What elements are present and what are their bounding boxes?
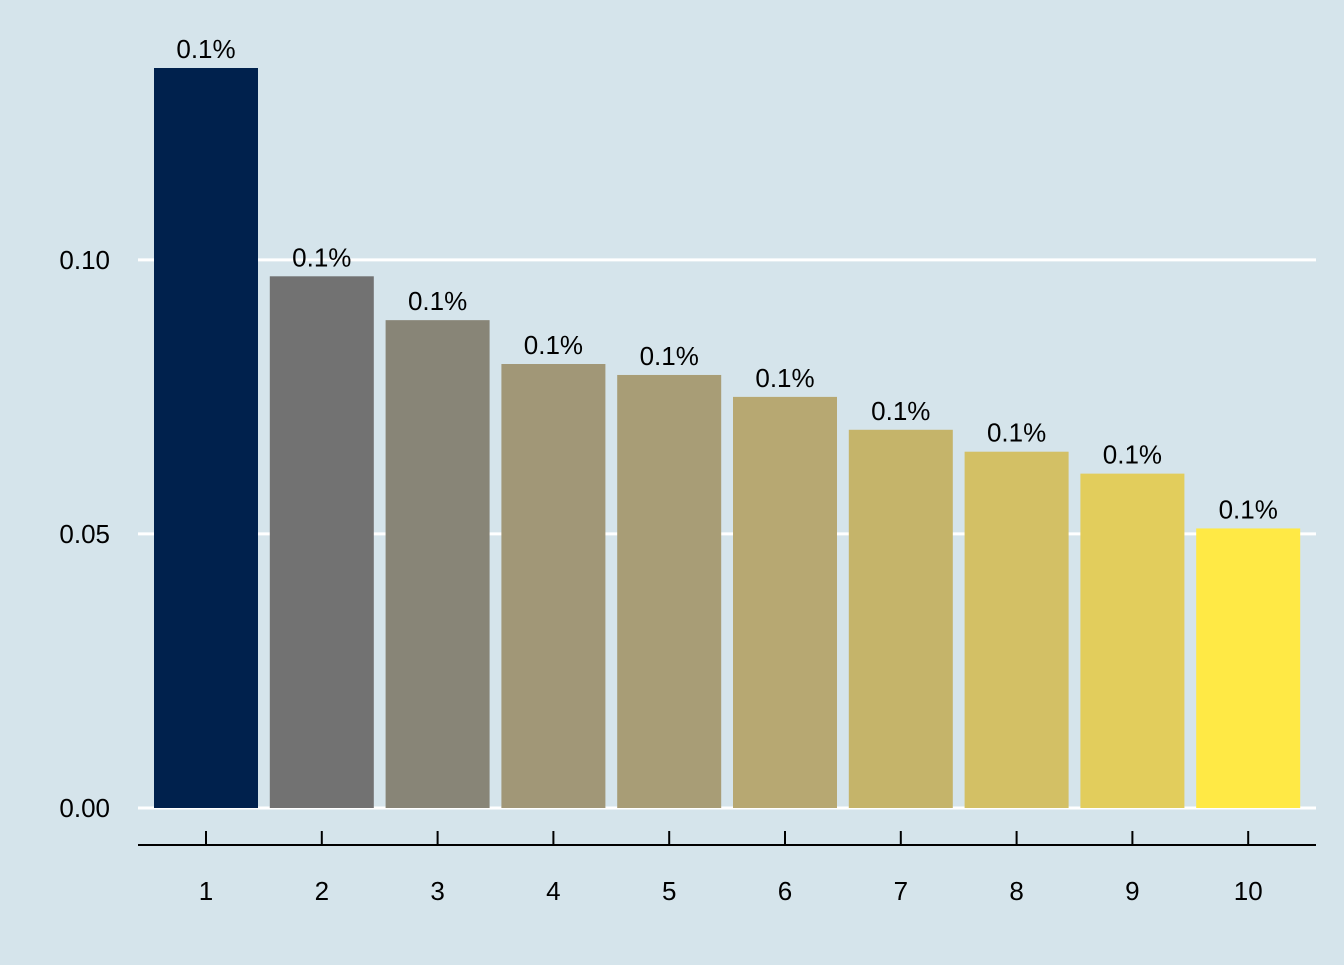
bar-value-label: 0.1% bbox=[408, 286, 467, 316]
bar-value-label: 0.1% bbox=[1219, 494, 1278, 524]
x-tick-label: 8 bbox=[1009, 876, 1023, 906]
bar bbox=[269, 276, 374, 809]
bars bbox=[154, 68, 1301, 809]
y-tick-label: 0.05 bbox=[59, 519, 110, 549]
bar bbox=[964, 451, 1069, 808]
bar bbox=[1080, 473, 1185, 808]
bar-value-labels: 0.1% 0.1% 0.1% 0.1% 0.1% 0.1% 0.1% 0.1% 0.1% 0.1% bbox=[176, 34, 1277, 524]
x-tick-label: 9 bbox=[1125, 876, 1139, 906]
bar-value-label: 0.1% bbox=[176, 34, 235, 64]
x-tick-label: 5 bbox=[662, 876, 676, 906]
y-tick-label: 0.10 bbox=[59, 245, 110, 275]
bar-value-label: 0.1% bbox=[640, 341, 699, 371]
x-tick-label: 3 bbox=[430, 876, 444, 906]
x-tick-label: 7 bbox=[894, 876, 908, 906]
x-tick-label: 2 bbox=[315, 876, 329, 906]
bar bbox=[1196, 528, 1301, 808]
bar-value-label: 0.1% bbox=[292, 242, 351, 272]
x-tick-label: 4 bbox=[546, 876, 560, 906]
bar-value-label: 0.1% bbox=[755, 363, 814, 393]
bar-value-label: 0.1% bbox=[1103, 440, 1162, 470]
bar-value-label: 0.1% bbox=[871, 396, 930, 426]
bar bbox=[501, 364, 606, 808]
bar-value-label: 0.1% bbox=[987, 418, 1046, 448]
y-tick-label: 0.00 bbox=[59, 793, 110, 823]
bar-value-label: 0.1% bbox=[524, 330, 583, 360]
x-axis: 1 2 3 4 5 6 7 8 9 10 bbox=[138, 831, 1316, 906]
y-axis-tick-labels: 0.00 0.05 0.10 bbox=[59, 245, 110, 823]
bar bbox=[154, 68, 258, 808]
x-tick-label: 6 bbox=[778, 876, 792, 906]
x-tick-label: 10 bbox=[1234, 876, 1263, 906]
bar bbox=[385, 320, 490, 808]
x-tick-label: 1 bbox=[199, 876, 213, 906]
bar bbox=[617, 374, 722, 808]
bar bbox=[848, 429, 953, 808]
bar bbox=[733, 396, 837, 808]
